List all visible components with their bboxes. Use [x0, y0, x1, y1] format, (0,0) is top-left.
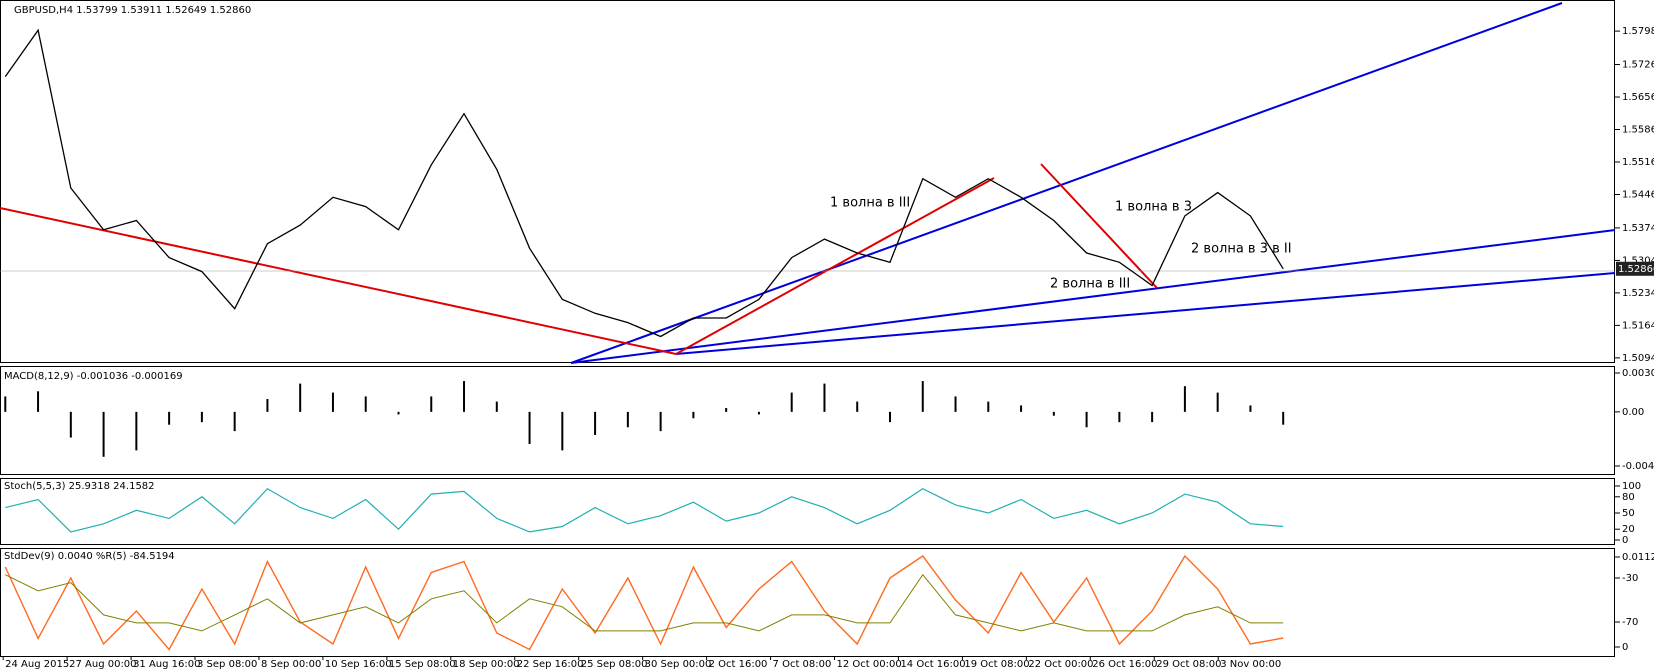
time-label: 12 Oct 00:00	[837, 659, 902, 670]
stddev-header: StdDev(9) 0.0040 %R(5) -84.5194	[4, 551, 175, 562]
axis-label: 1.57980	[1622, 26, 1654, 37]
time-label: 3 Nov 00:00	[1220, 659, 1281, 670]
axis-label: 0	[1622, 642, 1628, 653]
axis-label: -0.004216	[1622, 461, 1654, 472]
axis-label: 1.52340	[1622, 288, 1654, 299]
axis-label: 1.53740	[1622, 223, 1654, 234]
close-line	[4, 28, 1284, 338]
axis-label: 0.0112	[1622, 552, 1654, 563]
axis-label: 1.54460	[1622, 189, 1654, 200]
main-panel	[0, 0, 1615, 363]
annotation: 2 волна в 3 в II	[1191, 242, 1292, 257]
stoch-panel	[0, 478, 1615, 545]
time-label: 3 Sep 08:00	[197, 659, 257, 670]
axis-label: 1.57260	[1622, 60, 1654, 71]
main-header: GBPUSD,H4 1.53799 1.53911 1.52649 1.5286…	[14, 5, 251, 16]
time-label: 7 Oct 08:00	[773, 659, 832, 670]
wpr-line	[4, 554, 1284, 651]
time-label: 19 Oct 08:00	[964, 659, 1029, 670]
axis-label: 1.50940	[1622, 353, 1654, 364]
time-label: 26 Oct 16:00	[1092, 659, 1157, 670]
annotation: 1 волна в 3	[1115, 200, 1192, 215]
annotation: 1 волна в III	[830, 196, 910, 211]
time-label: 8 Sep 00:00	[261, 659, 321, 670]
annotation: 2 волна в III	[1050, 277, 1130, 292]
time-label: 22 Sep 16:00	[517, 659, 584, 670]
axis-label: 0.003026	[1622, 368, 1654, 379]
time-label: 24 Aug 2015	[5, 659, 69, 670]
time-label: 30 Sep 00:00	[645, 659, 712, 670]
trend-line	[675, 272, 1616, 355]
axis-label: 20	[1622, 524, 1635, 535]
time-label: 2 Oct 16:00	[709, 659, 768, 670]
axis-label: 1.56560	[1622, 92, 1654, 103]
time-label: 10 Sep 16:00	[325, 659, 392, 670]
current-price-box	[1616, 261, 1654, 276]
axis-label: 1.55160	[1622, 157, 1654, 168]
stddev-panel	[0, 548, 1615, 657]
time-label: 25 Sep 08:00	[581, 659, 648, 670]
axis-label: 50	[1622, 508, 1635, 519]
axis-label: 0	[1622, 535, 1628, 546]
axis-label: 1.55860	[1622, 125, 1654, 136]
axis-label: 1.51640	[1622, 320, 1654, 331]
trend-lines	[0, 2, 1616, 364]
macd-panel	[0, 366, 1615, 475]
trend-line	[675, 177, 995, 355]
time-label: 22 Oct 00:00	[1028, 659, 1093, 670]
trend-line	[570, 229, 1616, 364]
time-label: 14 Oct 16:00	[900, 659, 965, 670]
stddev-line	[5, 573, 1284, 632]
trend-line	[0, 207, 677, 355]
macd-header: MACD(8,12,9) -0.001036 -0.000169	[4, 371, 183, 382]
stoch-header: Stoch(5,5,3) 25.9318 24.1582	[4, 481, 155, 492]
time-label: 15 Sep 08:00	[389, 659, 456, 670]
trend-line	[570, 2, 1563, 364]
time-label: 29 Oct 08:00	[1156, 659, 1221, 670]
axis-label: -70	[1622, 617, 1638, 628]
axis-label: 0.00	[1622, 407, 1644, 418]
current-price-label: 1.52860	[1618, 264, 1654, 275]
time-label: 31 Aug 16:00	[133, 659, 200, 670]
time-label: 18 Sep 00:00	[453, 659, 520, 670]
stoch-line	[5, 487, 1284, 533]
time-label: 27 Aug 00:00	[69, 659, 136, 670]
axis-label: -30	[1622, 573, 1638, 584]
trend-line	[1040, 163, 1158, 289]
axis-label: 100	[1622, 481, 1641, 492]
axis-label: 1.53040	[1622, 255, 1654, 266]
axis-label: 80	[1622, 492, 1635, 503]
